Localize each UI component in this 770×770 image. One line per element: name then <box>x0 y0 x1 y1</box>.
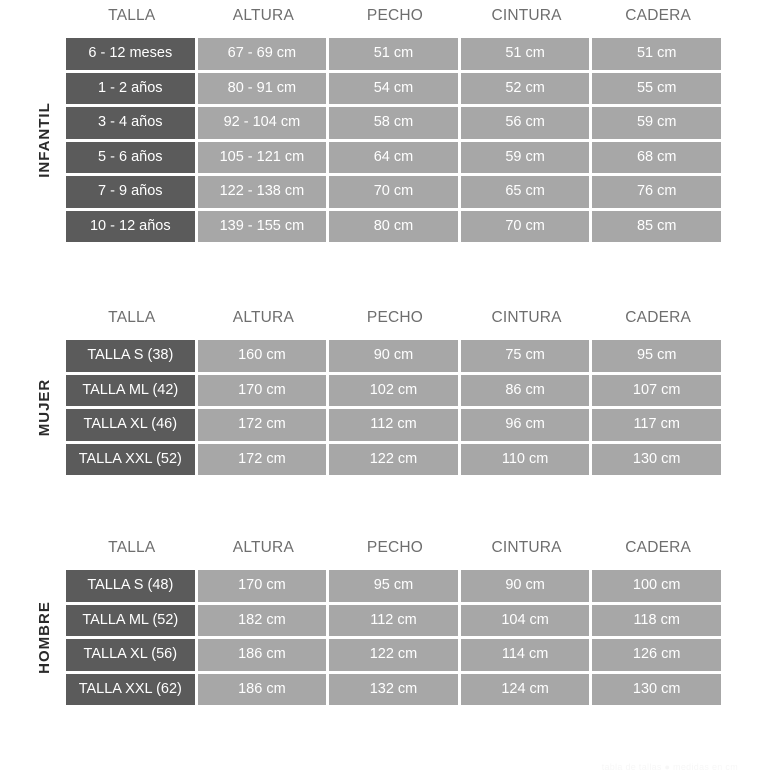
svg-text:INFANTIL: INFANTIL <box>36 102 53 178</box>
svg-text:MUJER: MUJER <box>36 379 53 437</box>
svg-text:HOMBRE: HOMBRE <box>36 601 53 674</box>
